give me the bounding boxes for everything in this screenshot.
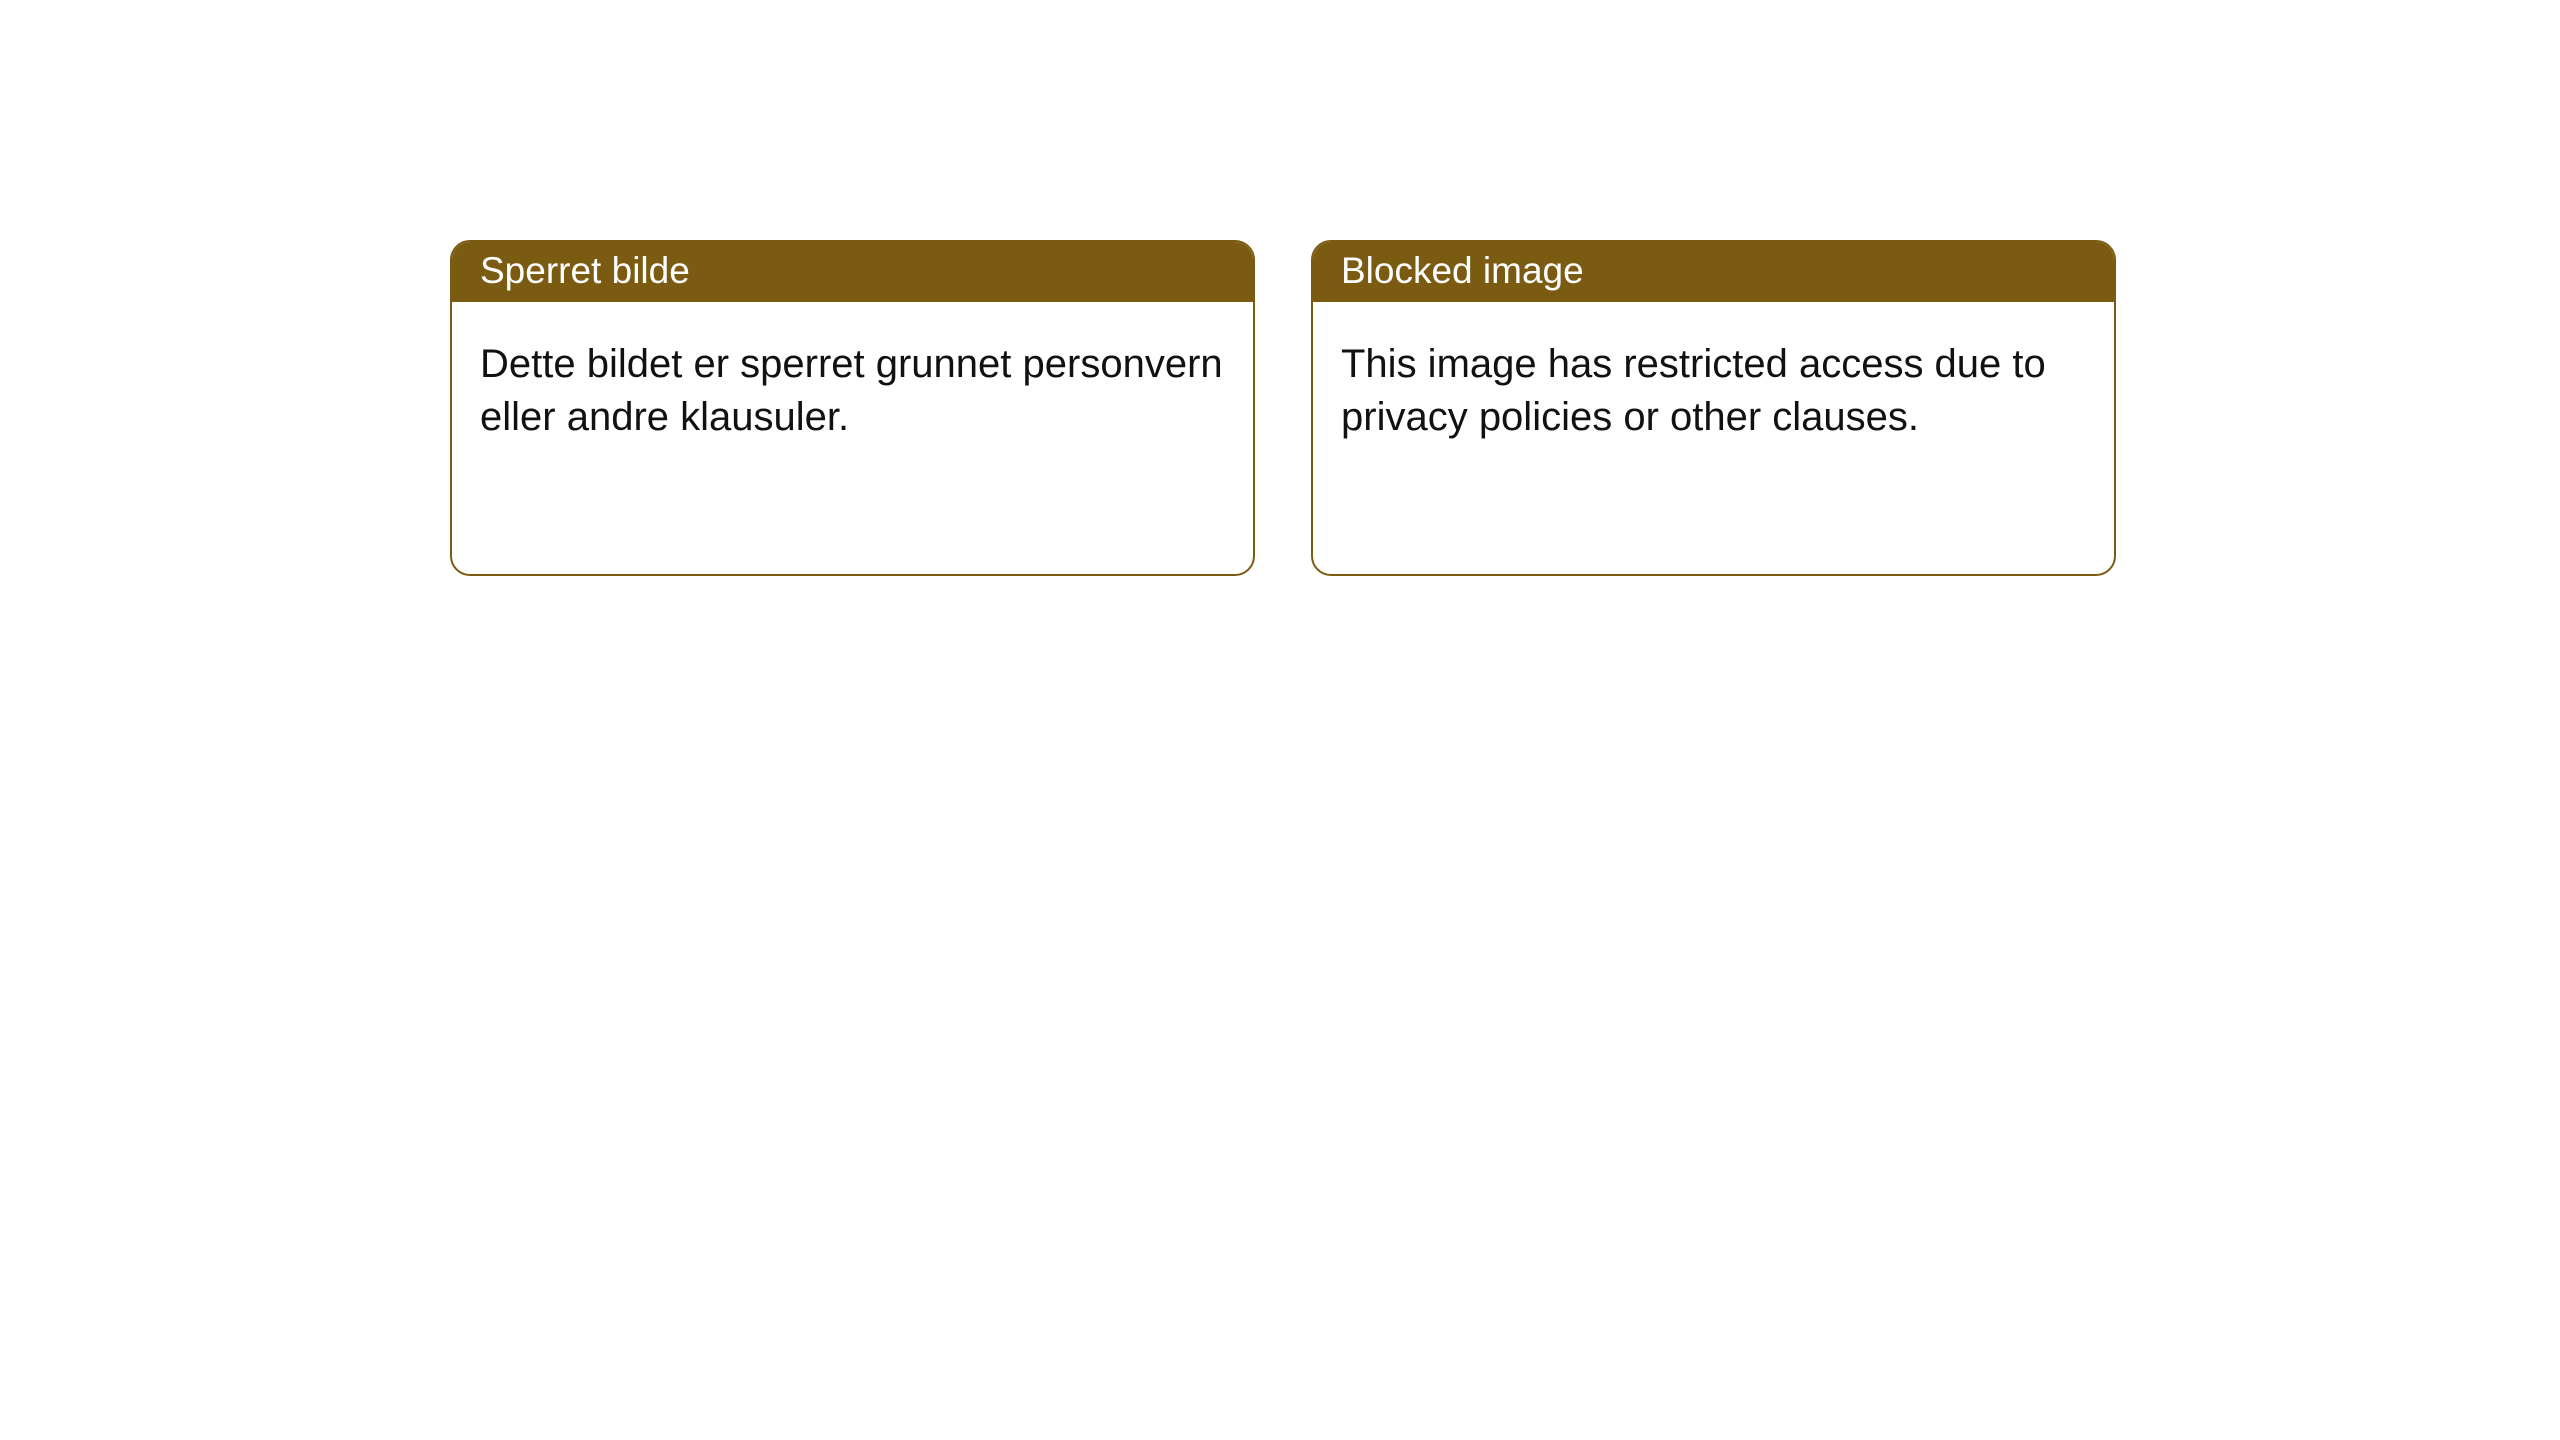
card-body-text: Dette bildet er sperret grunnet personve… (480, 342, 1223, 439)
card-title: Sperret bilde (480, 250, 690, 291)
card-body: This image has restricted access due to … (1313, 302, 2114, 574)
blocked-image-card-en: Blocked image This image has restricted … (1311, 240, 2116, 576)
notice-container: Sperret bilde Dette bildet er sperret gr… (0, 0, 2560, 576)
card-header: Blocked image (1313, 242, 2114, 302)
card-title: Blocked image (1341, 250, 1584, 291)
card-body: Dette bildet er sperret grunnet personve… (452, 302, 1253, 574)
card-body-text: This image has restricted access due to … (1341, 342, 2046, 439)
card-header: Sperret bilde (452, 242, 1253, 302)
blocked-image-card-no: Sperret bilde Dette bildet er sperret gr… (450, 240, 1255, 576)
